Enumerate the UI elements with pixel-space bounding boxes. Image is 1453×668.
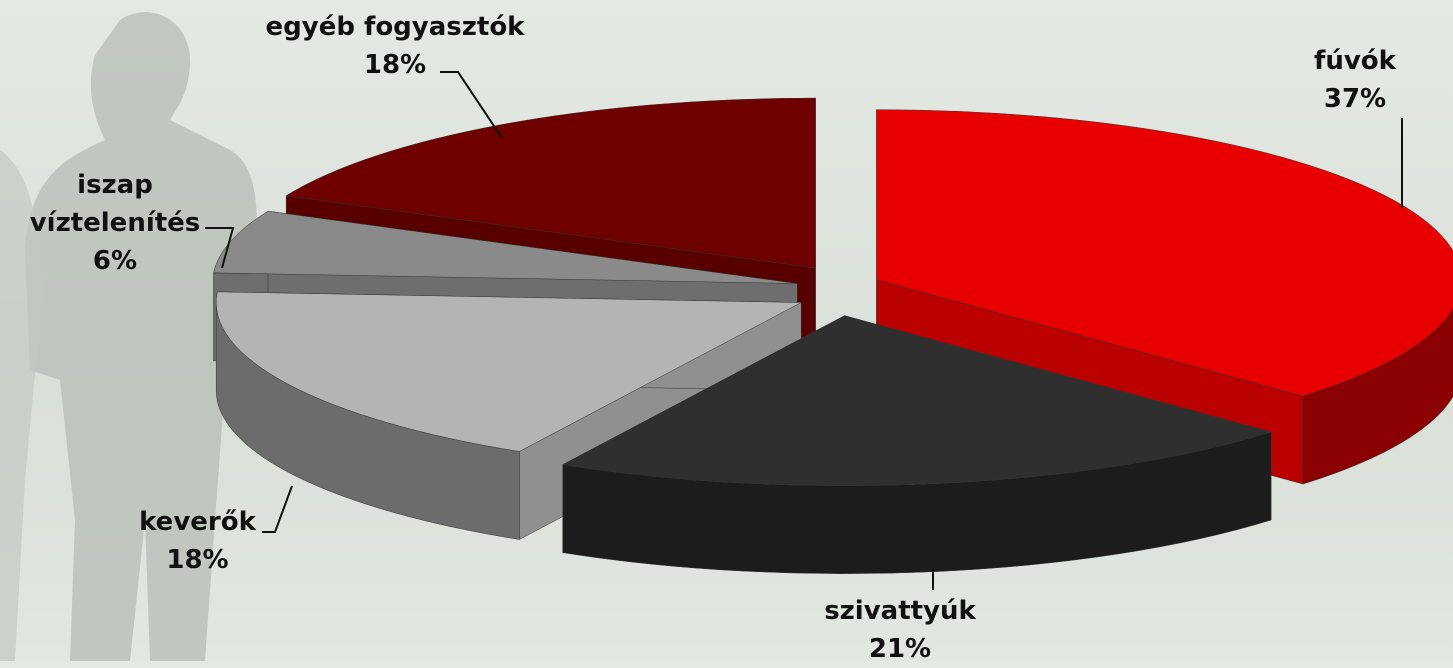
slice [561,315,1272,486]
slice [876,109,1453,397]
category-label: egyéb fogyasztók [265,12,525,42]
slice [215,291,802,452]
silhouette [0,150,41,661]
pie [213,97,1453,574]
value-label: 21% [868,634,932,664]
category-label: iszap víztelenítés [29,170,201,238]
leaders [205,71,1403,590]
slice [213,210,798,284]
slice-label: egyéb fogyasztók 18% [230,8,560,84]
silhouette [25,12,257,661]
category-label: fúvók [1314,46,1396,76]
slice-label: keverők 18% [115,503,280,579]
value-label: 18% [363,50,427,80]
slice [285,97,816,269]
leader-line [440,71,503,139]
leader-line [262,485,293,533]
value-label: 6% [92,246,138,276]
value-label: 37% [1323,84,1387,114]
value-label: 18% [166,545,229,575]
category-label: keverők [139,507,256,537]
slice-label: fúvók 37% [1290,42,1420,118]
category-label: szivattyúk [824,596,976,626]
leader-line [205,227,235,269]
slice-label: szivattyúk 21% [790,592,1010,668]
slice-label: iszap víztelenítés 6% [0,166,230,280]
